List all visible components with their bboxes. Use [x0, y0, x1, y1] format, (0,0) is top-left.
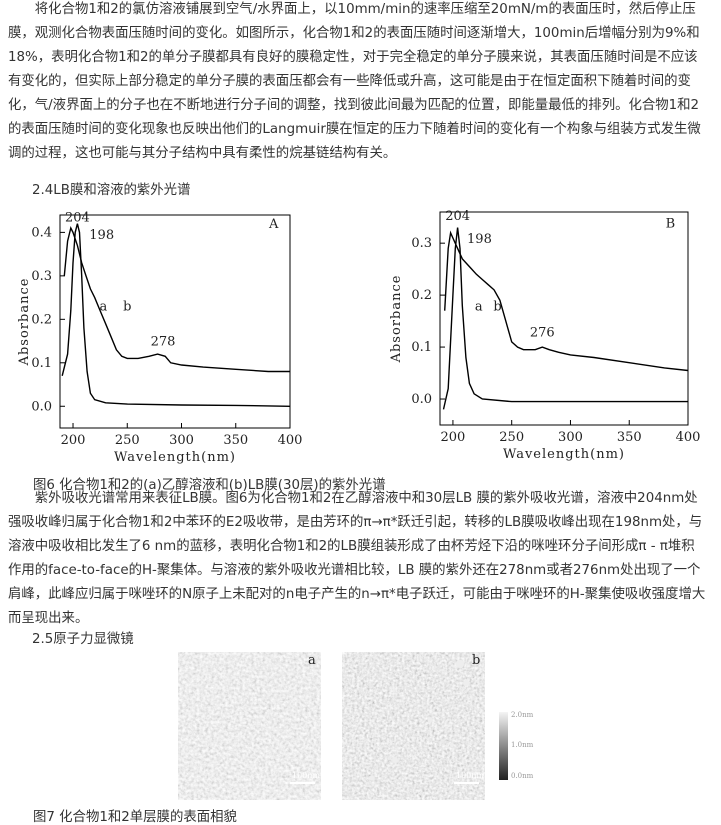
color-bar-label: 1.0nm: [511, 741, 534, 749]
x-tick-label: 250: [499, 430, 524, 445]
plot-frame: [439, 211, 689, 426]
curve-label: b: [123, 300, 131, 315]
peak-annotation: 276: [530, 326, 555, 341]
color-bar: [499, 712, 508, 780]
spectrum-line: [444, 230, 689, 372]
x-tick-label: 200: [61, 433, 86, 448]
x-tick-label: 350: [223, 433, 248, 448]
uv-charts: 200 250 300 350 400 0.0 0.1 0.2 0.3 0.4 Wavelength…: [17, 209, 701, 465]
spectrum-line: [442, 227, 688, 410]
paragraph: 将化合物1和2的氯仿溶液铺展到空气/水界面上，以10mm/min的速率压缩至20…: [8, 2, 701, 161]
image-label: b: [472, 653, 480, 668]
afm-features: [369, 660, 469, 781]
x-tick-label: 400: [676, 430, 701, 445]
peak-annotation: 204: [65, 211, 90, 226]
curve-label: a: [475, 300, 483, 315]
y-tick-label: 0.2: [31, 312, 52, 327]
x-tick-label: 300: [169, 433, 194, 448]
image-label: a: [308, 653, 316, 668]
peak-annotation: 198: [89, 228, 114, 243]
curve-label: b: [493, 300, 501, 315]
y-axis-label: Absorbance: [389, 275, 404, 364]
y-tick-label: 0.0: [31, 399, 52, 414]
paragraph: 紫外吸收光谱常用来表征LB膜。图6为化合物1和2在乙醇溶液中和30层LB 膜的紫…: [8, 491, 706, 626]
spectrum-line: [63, 225, 290, 373]
x-tick-label: 200: [441, 430, 466, 445]
color-bar-label: 0.0nm: [511, 772, 534, 780]
plot-frame: [59, 214, 291, 429]
y-tick-label: 0.1: [31, 356, 52, 371]
panel-label: A: [268, 217, 279, 232]
afm-figure: a b 100nm 100nm 2.0nm 1.0nm 0.0nm: [178, 652, 534, 800]
section-heading: 2.5原子力显微镜: [32, 632, 134, 647]
x-axis-label: Wavelength(nm): [114, 450, 236, 465]
spectrum-line: [61, 223, 291, 407]
y-tick-label: 0.3: [31, 269, 52, 284]
color-bar-label: 2.0nm: [511, 711, 534, 719]
y-tick-label: 0.3: [411, 236, 432, 251]
peak-annotation: 198: [467, 232, 492, 247]
figure-caption: 图7 化合物1和2单层膜的表面相貌: [33, 810, 237, 825]
scale-label: 100nm: [456, 771, 484, 780]
x-tick-label: 300: [558, 430, 583, 445]
y-tick-label: 0.2: [411, 288, 432, 303]
curve-label: a: [100, 300, 108, 315]
y-tick-label: 0.4: [31, 225, 52, 240]
y-tick-label: 0.0: [411, 392, 432, 407]
peak-annotation: 204: [445, 209, 470, 224]
x-axis-label: Wavelength(nm): [503, 447, 625, 462]
peak-annotation: 278: [151, 334, 176, 349]
x-tick-label: 400: [278, 433, 303, 448]
afm-image: [342, 652, 485, 800]
x-tick-label: 250: [115, 433, 140, 448]
panel-label: B: [666, 217, 676, 232]
y-tick-label: 0.1: [411, 340, 432, 355]
figure-caption: 图6 化合物1和2的(a)乙醇溶液和(b)LB膜(30层)的紫外光谱: [33, 478, 386, 493]
scale-label: 100nm: [292, 771, 320, 780]
afm-image: [178, 652, 321, 800]
x-tick-label: 350: [617, 430, 642, 445]
y-axis-label: Absorbance: [17, 278, 32, 367]
section-heading: 2.4LB膜和溶液的紫外光谱: [32, 183, 191, 198]
